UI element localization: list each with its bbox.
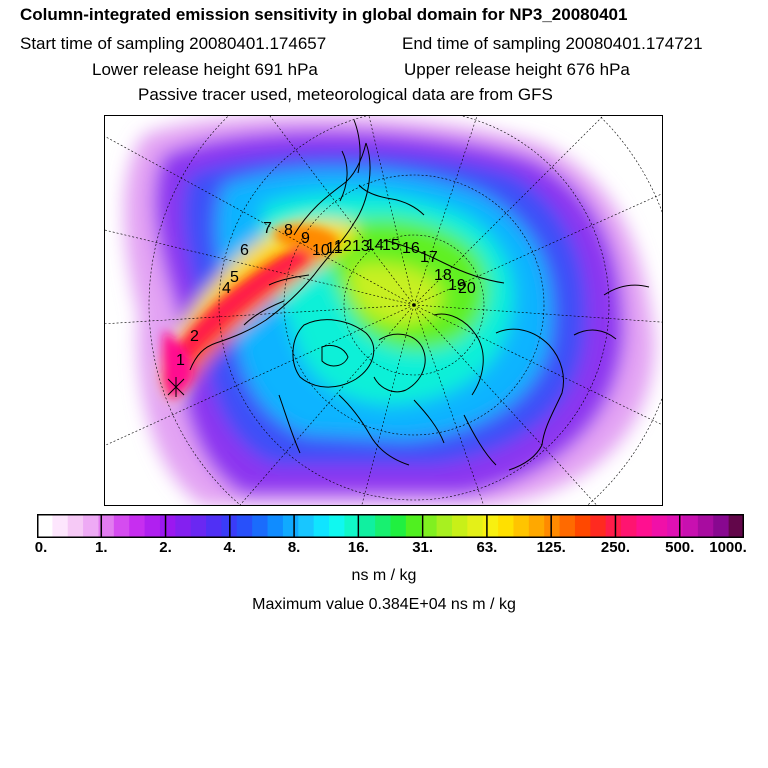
colorbar-cell (313, 514, 330, 538)
start-time-label: Start time of sampling 20080401.174657 (20, 34, 327, 53)
trajectory-label: 1 (176, 352, 185, 369)
upper-height-label: Upper release height 676 hPa (404, 60, 630, 79)
colorbar-cell (436, 514, 453, 538)
colorbar-cell (482, 514, 499, 538)
colorbar-cell (52, 514, 69, 538)
colorbar-tick-label: 8. (287, 539, 301, 556)
trajectory-label: 10 (312, 242, 330, 259)
colorbar-cell (528, 514, 545, 538)
colorbar-cell (175, 514, 192, 538)
trajectory-label: 15 (382, 237, 400, 254)
colorbar-cell (252, 514, 269, 538)
colorbar-cell (636, 514, 653, 538)
colorbar-cell (421, 514, 438, 538)
colorbar-cell (621, 514, 638, 538)
colorbar-tick-label: 63. (476, 539, 498, 556)
trajectory-label: 8 (284, 222, 293, 239)
colorbar-tick-label: 1. (95, 539, 108, 556)
trajectory-label: 16 (402, 240, 420, 257)
coastlines (189, 119, 650, 471)
trajectory-label: 9 (301, 230, 310, 247)
colorbar-cell (298, 514, 315, 538)
trajectory-label: 5 (230, 269, 239, 286)
sensitivity-field (124, 115, 655, 506)
colorbar-unit-label: ns m / kg (351, 567, 417, 584)
trajectory-label: 20 (458, 280, 476, 297)
colorbar-tick-label: 16. (347, 539, 369, 556)
colorbar-tick-label: 250. (600, 539, 631, 556)
plot-title: Column-integrated emission sensitivity i… (20, 5, 628, 24)
colorbar-cell (544, 514, 561, 538)
colorbar-cell (67, 514, 84, 538)
trajectory-label: 6 (240, 242, 249, 259)
colorbar-tick-label: 125. (536, 539, 566, 556)
colorbar (37, 514, 744, 538)
colorbar-cell (236, 514, 253, 538)
colorbar-cell (359, 514, 376, 538)
colorbar-cell (667, 514, 684, 538)
colorbar-cell (190, 514, 207, 538)
colorbar-cell (728, 514, 744, 538)
colorbar-cell (574, 514, 591, 538)
colorbar-cell (405, 514, 422, 538)
colorbar-tick-label: 500. (665, 539, 695, 556)
trajectory-label: 4 (222, 280, 231, 297)
colorbar-cell (282, 514, 299, 538)
colorbar-cell (697, 514, 714, 538)
colorbar-cell (651, 514, 668, 538)
colorbar-cell (682, 514, 699, 538)
trajectory-label: 11 (326, 240, 343, 257)
trajectory-label: 13 (352, 238, 370, 255)
colorbar-cell (375, 514, 392, 538)
colorbar-cell (329, 514, 345, 538)
trajectory-label: 17 (420, 249, 438, 266)
lower-height-label: Lower release height 691 hPa (92, 60, 318, 79)
colorbar-cell (144, 514, 161, 538)
colorbar-cell (98, 514, 115, 538)
colorbar-tick-label: 1000. (709, 539, 747, 556)
colorbar-tick-label: 0. (34, 539, 48, 556)
colorbar-cell (113, 514, 130, 538)
colorbar-cell (559, 514, 576, 538)
colorbar-cell (129, 514, 146, 538)
colorbar-cell (605, 514, 622, 538)
colorbar-tick-label: 2. (159, 539, 172, 556)
release-point-marker (167, 377, 185, 397)
graticule (104, 115, 663, 506)
colorbar-tick-label: 31. (412, 539, 434, 556)
colorbar-cell (713, 514, 730, 538)
colorbar-cell (590, 514, 607, 538)
end-time-label: End time of sampling 20080401.174721 (402, 34, 703, 53)
trajectory-label: 19 (448, 277, 466, 294)
colorbar-cell (498, 514, 515, 538)
trajectory-label: 12 (334, 238, 352, 255)
colorbar-cell (513, 514, 530, 538)
colorbar-cell (159, 514, 176, 538)
max-value-label: Maximum value 0.384E+04 ns m / kg (252, 596, 516, 613)
trajectory-label: 7 (263, 220, 272, 237)
trajectory-label: 14 (366, 237, 384, 254)
colorbar-tick-label: 4. (223, 539, 237, 556)
colorbar-cell (467, 514, 484, 538)
trajectory-label: 18 (434, 267, 452, 284)
colorbar-cell (344, 514, 361, 538)
colorbar-cell (83, 514, 100, 538)
colorbar-cell (451, 514, 468, 538)
colorbar-cell (390, 514, 407, 538)
colorbar-cell (267, 514, 284, 538)
colorbar-cell (37, 514, 53, 538)
trajectory-label: 2 (190, 328, 199, 345)
tracer-info-label: Passive tracer used, meteorological data… (138, 85, 553, 104)
colorbar-cell (206, 514, 223, 538)
